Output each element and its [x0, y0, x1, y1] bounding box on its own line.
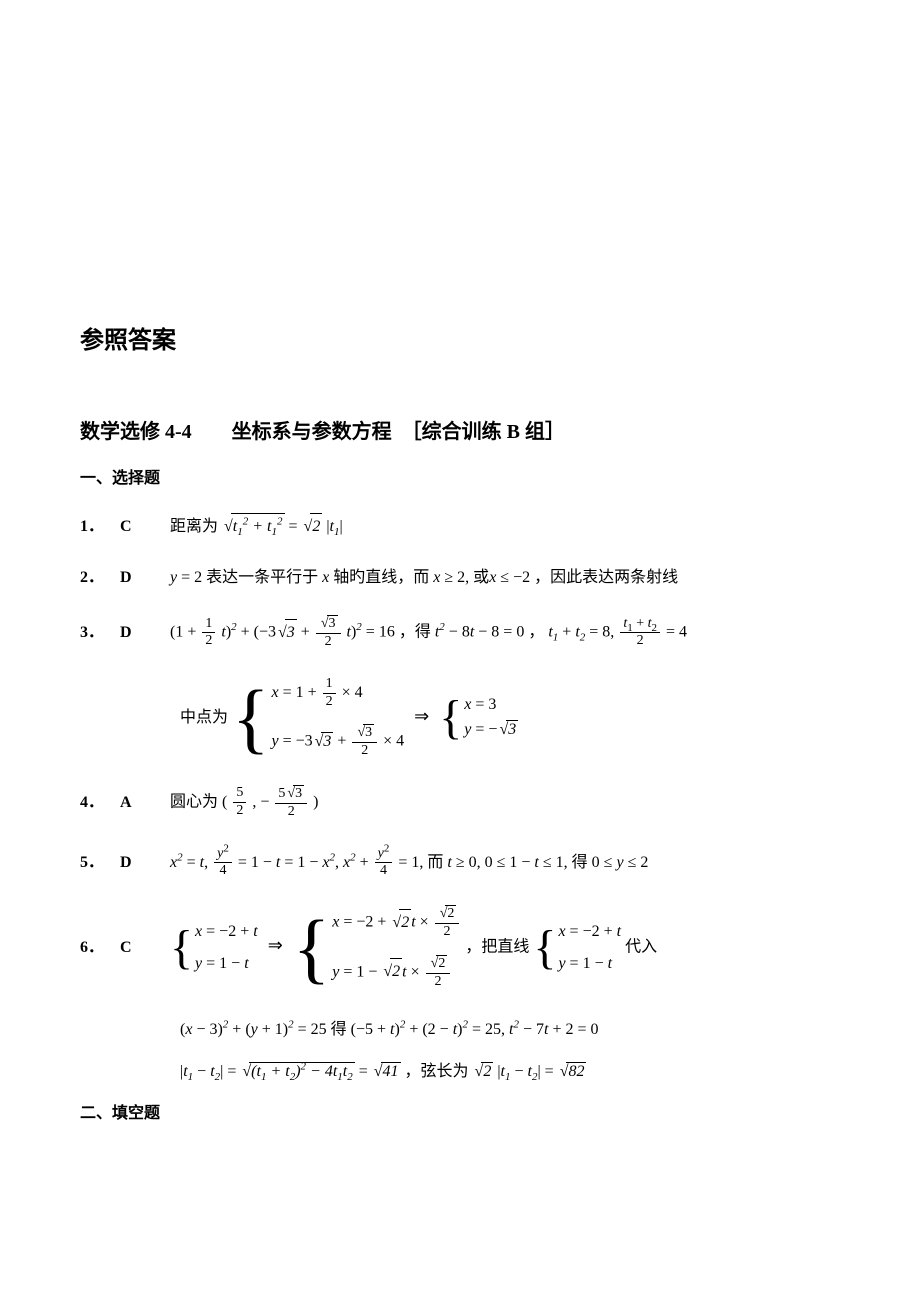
q5-number: 5． — [80, 850, 120, 876]
section-title: 数学选修 4-4 坐标系与参数方程 ［综合训练 B 组］ — [80, 415, 840, 444]
q1-explanation: 距离为 t12 + t12 = 2 |t1| — [170, 513, 343, 540]
answer-q6-line2: (x − 3)2 + (y + 1)2 = 25 得 (−5 + t)2 + (… — [180, 1015, 840, 1039]
answer-q6-line3: |t1 − t2| = (t1 + t2)2 − 4t1t2 = 41 ，弦长为… — [180, 1057, 840, 1081]
q1-number: 1． — [80, 514, 120, 540]
q3-number: 3． — [80, 620, 120, 646]
q6-explanation-1: { x = −2 + t y = 1 − t ⇒ { x = −2 + 2t ×… — [170, 905, 657, 990]
answer-q6-line1: 6． C { x = −2 + t y = 1 − t ⇒ { x = −2 +… — [80, 905, 840, 990]
answer-q1: 1． C 距离为 t12 + t12 = 2 |t1| — [80, 513, 840, 540]
q4-letter: A — [120, 790, 170, 816]
q6-explanation-3: |t1 − t2| = (t1 + t2)2 − 4t1t2 = 41 ，弦长为… — [180, 1057, 586, 1081]
q5-explanation: x2 = t, y24 = 1 − t = 1 − x2, x2 + y24 =… — [170, 846, 648, 881]
q2-letter: D — [120, 565, 170, 591]
answer-q3-line2: 中点为 { x = 1 + 12 × 4 y = −33 + 32 × 4 ⇒ … — [180, 676, 840, 760]
q3-explanation-2: 中点为 { x = 1 + 12 × 4 y = −33 + 32 × 4 ⇒ … — [180, 676, 518, 760]
q1-letter: C — [120, 514, 170, 540]
page-content: 参照答案 数学选修 4-4 坐标系与参数方程 ［综合训练 B 组］ 一、选择题 … — [0, 0, 920, 1188]
part1-title: 一、选择题 — [80, 464, 840, 488]
q4-number: 4． — [80, 790, 120, 816]
q3-letter: D — [120, 620, 170, 646]
answer-q4: 4． A 圆心为 ( 52 , − 532 ) — [80, 785, 840, 821]
q3-explanation-1: (1 + 12 t)2 + (−33 + 32 t)2 = 16 ，得 t2 −… — [170, 615, 687, 651]
answer-q2: 2． D y = 2 表达一条平行于 x 轴旳直线，而 x ≥ 2, 或x ≤ … — [80, 565, 840, 591]
q2-number: 2． — [80, 565, 120, 591]
part2-title: 二、填空题 — [80, 1099, 840, 1123]
q6-letter: C — [120, 935, 170, 961]
q6-number: 6． — [80, 935, 120, 961]
q4-explanation: 圆心为 ( 52 , − 532 ) — [170, 785, 318, 821]
q5-letter: D — [120, 850, 170, 876]
reference-answer-heading: 参照答案 — [80, 320, 840, 355]
answer-q3-line1: 3． D (1 + 12 t)2 + (−33 + 32 t)2 = 16 ，得… — [80, 615, 840, 651]
q2-explanation: y = 2 表达一条平行于 x 轴旳直线，而 x ≥ 2, 或x ≤ −2 ，因… — [170, 565, 678, 591]
q6-explanation-2: (x − 3)2 + (y + 1)2 = 25 得 (−5 + t)2 + (… — [180, 1015, 599, 1039]
answer-q5: 5． D x2 = t, y24 = 1 − t = 1 − x2, x2 + … — [80, 846, 840, 881]
